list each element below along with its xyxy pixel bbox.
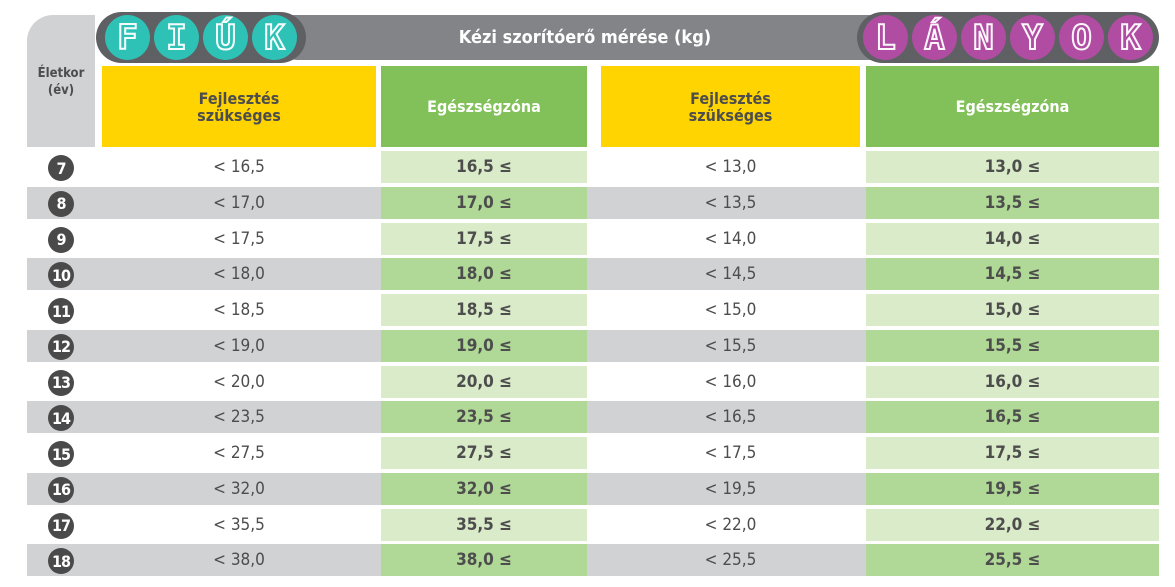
boy-circle-letter-1: F (105, 15, 150, 60)
girls-health-cell: 13,5 ≤ (866, 186, 1159, 219)
boys-needs-cell: < 35,5 (213, 514, 265, 535)
girls-health-cell: 13,0 ≤ (866, 151, 1159, 183)
age-badge: 9 (48, 226, 74, 253)
girl-circle-letter-2: Á (912, 15, 957, 60)
boys-needs-cell: < 19,0 (102, 329, 376, 362)
girls-needs-cell: < 13,5 (601, 186, 860, 219)
boys-needs-cell: < 38,0 (102, 544, 376, 577)
table-row: < 17,0 17,0 ≤ < 13,5 13,5 ≤ 8 (0, 186, 1175, 219)
boys-needs-cell: < 18,5 (213, 300, 265, 320)
age-column-header: Életkor (év) (27, 15, 95, 147)
girls-needs-cell: < 25,5 (601, 544, 860, 577)
girls-needs-cell: < 17,5 (704, 443, 757, 463)
girls-needs-line1: Fejlesztés (690, 88, 771, 108)
boys-health-cell: 27,5 ≤ (381, 437, 587, 469)
girls-needs-cell: < 16,0 (704, 371, 757, 392)
girls-health-cell: 14,5 ≤ (866, 258, 1159, 291)
girls-health-cell: 16,0 ≤ (866, 365, 1159, 398)
girls-health-cell: 15,5 ≤ (866, 329, 1159, 362)
table-row: < 18,5 18,5 ≤ < 15,0 15,0 ≤ 11 (0, 294, 1175, 326)
girl-circle-letter-5: O (1059, 15, 1104, 60)
table-row: < 17,5 17,5 ≤ < 14,0 14,0 ≤ 9 (0, 222, 1175, 255)
boys-health-cell: 38,0 ≤ (381, 544, 587, 577)
boys-health-cell: 16,5 ≤ (381, 151, 587, 183)
table-row: < 16,5 16,5 ≤ < 13,0 13,0 ≤ 7 (0, 151, 1175, 183)
girl-circle-letter-1: L (863, 15, 908, 60)
boy-circle-letter-4: K (252, 15, 297, 60)
age-badge: 8 (48, 190, 74, 217)
girls-needs-cell: < 22,0 (704, 514, 757, 535)
boys-needs-cell: < 16,5 (213, 157, 265, 177)
girls-needs-cell: < 14,0 (704, 228, 757, 249)
age-label: Életkor (37, 66, 85, 81)
girls-health-cell: 19,5 ≤ (866, 472, 1159, 505)
age-badge: 12 (48, 333, 74, 360)
age-unit-label: (év) (47, 83, 75, 98)
table-row: < 20,0 20,0 ≤ < 16,0 16,0 ≤ 13 (0, 365, 1175, 398)
girls-health-cell: 25,5 ≤ (866, 544, 1159, 577)
boys-needs-line2: szükséges (197, 105, 281, 125)
boys-health-cell: 32,0 ≤ (381, 472, 587, 505)
boys-needs-cell: < 32,0 (102, 472, 376, 505)
girl-circle-letter-6: K (1108, 15, 1153, 60)
boys-needs-cell: < 17,0 (102, 186, 376, 219)
age-badge: 16 (48, 476, 74, 503)
boys-needs-line1: Fejlesztés (198, 88, 280, 108)
age-badge: 11 (48, 298, 74, 324)
girl-circle-letter-3: N (961, 15, 1006, 60)
girls-health-cell: 17,5 ≤ (866, 437, 1159, 469)
boys-needs-cell: < 20,0 (213, 371, 265, 392)
boys-health-cell: 35,5 ≤ (381, 508, 587, 541)
boy-circle-letter-2: I (154, 15, 199, 60)
age-badge: 7 (48, 155, 74, 181)
boys-health-cell: 18,5 ≤ (381, 294, 587, 326)
table-row: < 18,0 18,0 ≤ < 14,5 14,5 ≤ 10 (0, 258, 1175, 291)
girls-needs-improvement-header: Fejlesztés szükséges (601, 66, 860, 147)
girls-needs-cell: < 19,5 (601, 472, 860, 505)
age-badge: 18 (48, 548, 74, 575)
boys-needs-cell: < 23,5 (102, 401, 376, 434)
table-row: < 38,0 38,0 ≤ < 25,5 25,5 ≤ 18 (0, 544, 1175, 577)
boys-health-cell: 18,0 ≤ (381, 258, 587, 291)
girls-health-cell: 22,0 ≤ (866, 508, 1159, 541)
girls-health-cell: 16,5 ≤ (866, 401, 1159, 434)
table-row: < 27,5 27,5 ≤ < 17,5 17,5 ≤ 15 (0, 437, 1175, 469)
girls-health-zone-header: Egészségzóna (866, 66, 1159, 147)
age-badge: 13 (48, 369, 74, 396)
boys-needs-cell: < 27,5 (213, 443, 265, 463)
age-badge: 14 (48, 405, 74, 432)
age-badge: 17 (48, 512, 74, 539)
boys-health-cell: 23,5 ≤ (381, 401, 587, 434)
boys-health-cell: 17,5 ≤ (381, 222, 587, 255)
boys-health-zone-header: Egészségzóna (381, 66, 587, 147)
table-row: < 23,5 23,5 ≤ < 16,5 16,5 ≤ 14 (0, 401, 1175, 434)
girl-circle-letter-4: Y (1010, 15, 1055, 60)
boys-health-cell: 20,0 ≤ (381, 365, 587, 398)
girls-needs-cell: < 15,5 (601, 329, 860, 362)
table-row: < 32,0 32,0 ≤ < 19,5 19,5 ≤ 16 (0, 472, 1175, 505)
girls-needs-cell: < 13,0 (704, 157, 757, 177)
boys-needs-cell: < 18,0 (102, 258, 376, 291)
girls-health-cell: 14,0 ≤ (866, 222, 1159, 255)
girls-needs-cell: < 16,5 (601, 401, 860, 434)
table-row: < 35,5 35,5 ≤ < 22,0 22,0 ≤ 17 (0, 508, 1175, 541)
table-title: Kézi szorítóerő mérése (kg) (275, 15, 895, 60)
boys-needs-improvement-header: Fejlesztés szükséges (102, 66, 376, 147)
girls-needs-cell: < 14,5 (601, 258, 860, 291)
girls-needs-line2: szükséges (688, 105, 773, 125)
girls-needs-cell: < 15,0 (704, 300, 757, 320)
table-row: < 19,0 19,0 ≤ < 15,5 15,5 ≤ 12 (0, 329, 1175, 362)
boys-health-cell: 17,0 ≤ (381, 186, 587, 219)
boys-health-cell: 19,0 ≤ (381, 329, 587, 362)
boy-circle-letter-3: Ú (203, 15, 248, 60)
girls-health-cell: 15,0 ≤ (866, 294, 1159, 326)
age-badge: 15 (48, 441, 74, 467)
boys-needs-cell: < 17,5 (213, 228, 265, 249)
age-badge: 10 (48, 262, 74, 289)
